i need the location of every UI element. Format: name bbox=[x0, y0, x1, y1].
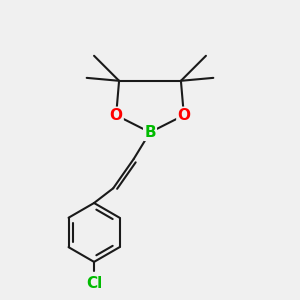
Text: B: B bbox=[144, 125, 156, 140]
Text: O: O bbox=[110, 108, 123, 123]
Text: Cl: Cl bbox=[86, 277, 102, 292]
Text: O: O bbox=[177, 108, 190, 123]
